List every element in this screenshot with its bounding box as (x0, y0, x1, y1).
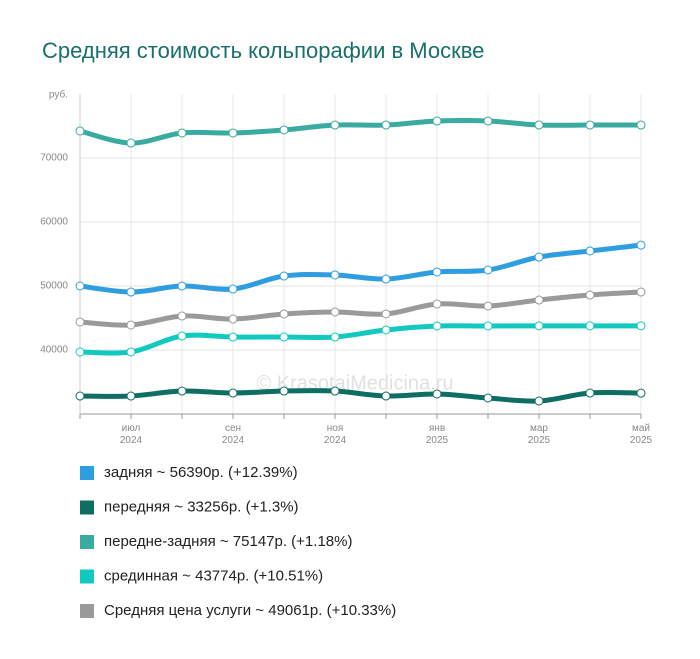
x-tick-label: июл 2024 (120, 423, 143, 446)
data-point (228, 128, 238, 138)
data-point (636, 388, 646, 398)
data-point (330, 386, 340, 396)
data-point (432, 321, 442, 331)
data-point (75, 317, 85, 327)
legend-label: задняя ~ 56390р. (+12.39%) (104, 464, 298, 481)
legend-swatch (80, 500, 94, 515)
data-point (75, 347, 85, 357)
data-point (585, 290, 595, 300)
y-axis-label: руб. (49, 89, 68, 101)
data-point (636, 321, 646, 331)
data-point (483, 116, 493, 126)
legend-swatch (80, 604, 94, 618)
data-point (534, 120, 544, 130)
chart-title: Средняя стоимость кольпорафии в Москве (42, 38, 484, 63)
data-point (585, 321, 595, 331)
legend-swatch (80, 535, 94, 549)
x-tick-label: сен 2024 (222, 423, 245, 446)
data-point (381, 120, 391, 130)
x-tick-label: янв 2025 (426, 423, 449, 446)
data-point (177, 311, 187, 321)
data-point (330, 307, 340, 317)
legend-swatch (80, 569, 94, 584)
data-point (75, 126, 85, 136)
data-point (279, 332, 289, 342)
x-tick-label: мар 2025 (528, 423, 551, 446)
x-tick-label: май 2025 (630, 423, 653, 446)
data-point (381, 274, 391, 284)
data-point (483, 265, 493, 275)
data-point (534, 321, 544, 331)
data-point (432, 389, 442, 399)
data-point (330, 120, 340, 130)
data-point (432, 299, 442, 309)
data-point (177, 281, 187, 291)
data-point (534, 396, 544, 406)
data-point (126, 138, 136, 148)
data-point (585, 120, 595, 130)
data-point (228, 314, 238, 324)
data-point (483, 393, 493, 403)
data-point (126, 287, 136, 297)
data-point (330, 332, 340, 342)
data-point (534, 295, 544, 305)
data-point (228, 388, 238, 398)
series-line (77, 289, 644, 328)
data-point (126, 347, 136, 357)
data-point (279, 271, 289, 281)
data-point (636, 287, 646, 297)
legend-label: Средняя цена услуги ~ 49061р. (+10.33%) (104, 602, 396, 619)
series-line (77, 118, 644, 146)
data-point (177, 386, 187, 396)
y-tick-label: 60000 (40, 217, 68, 228)
data-point (381, 391, 391, 401)
legend-label: срединная ~ 43774р. (+10.51%) (104, 567, 323, 584)
data-point (432, 267, 442, 277)
data-point (585, 388, 595, 398)
series-line (77, 323, 644, 356)
data-point (279, 125, 289, 135)
data-point (177, 128, 187, 138)
data-point (585, 246, 595, 256)
data-point (279, 386, 289, 396)
y-tick-label: 70000 (40, 153, 68, 164)
data-point (228, 284, 238, 294)
data-point (126, 320, 136, 330)
legend-label: передняя ~ 33256р. (+1.3%) (104, 498, 299, 515)
data-point (432, 116, 442, 126)
data-point (228, 332, 238, 342)
data-point (75, 391, 85, 401)
data-point (330, 270, 340, 280)
data-point (75, 281, 85, 291)
data-point (381, 325, 391, 335)
data-point (483, 301, 493, 311)
data-point (534, 252, 544, 262)
legend-label: передне-задняя ~ 75147р. (+1.18%) (104, 533, 352, 550)
data-point (636, 240, 646, 250)
data-point (483, 321, 493, 331)
x-tick-label: ноя 2024 (324, 423, 347, 446)
data-point (279, 309, 289, 319)
data-point (177, 331, 187, 341)
series-line (77, 388, 644, 404)
data-point (381, 309, 391, 319)
legend-swatch (80, 466, 94, 480)
data-point (636, 120, 646, 130)
series-line (77, 242, 644, 295)
y-tick-label: 40000 (40, 345, 68, 356)
data-point (126, 391, 136, 401)
y-tick-label: 50000 (40, 281, 68, 292)
